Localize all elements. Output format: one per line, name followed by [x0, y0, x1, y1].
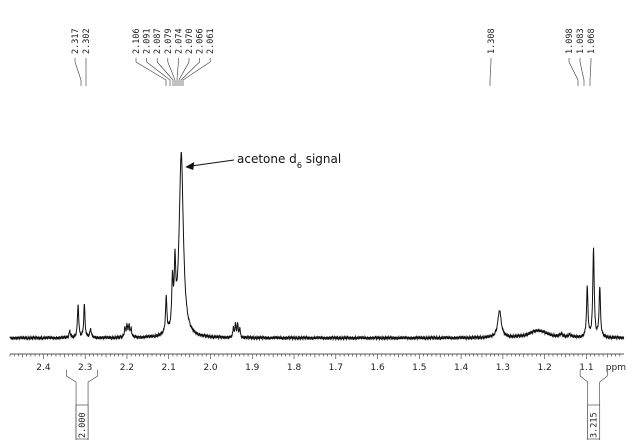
annotation-arrowhead [185, 162, 195, 170]
axis-tick-label: 1.8 [287, 363, 302, 373]
peak-label: 1.083 [576, 28, 586, 54]
peak-connector [176, 58, 179, 86]
peak-label: 2.074 [174, 28, 184, 54]
peak-label: 2.070 [185, 28, 195, 54]
axis-tick-label: 1.4 [454, 363, 469, 373]
peak-label: 1.068 [587, 28, 597, 54]
peak-label: 2.106 [132, 28, 142, 54]
peak-label: 2.317 [71, 28, 81, 54]
peak-connector [579, 58, 585, 86]
spectrum-layer [9, 151, 625, 342]
peak-label: 2.066 [196, 28, 206, 54]
axis-tick-label: 1.7 [329, 363, 343, 373]
integral-bracket [66, 370, 77, 440]
axis-tick-label: 1.5 [412, 363, 426, 373]
axis-tick-label: 1.2 [537, 363, 551, 373]
axis-unit-label: ppm [606, 363, 626, 373]
axis-tick-label: 2.2 [120, 363, 134, 373]
peak-labels: 2.317 2.302 2.106 2.091 2.087 2.079 2.074 2.070… [71, 28, 597, 86]
annotation: acetone d6 signal [185, 152, 341, 170]
peak-connector [178, 58, 190, 86]
peak-connector [180, 58, 200, 86]
spectrum-trace [9, 151, 625, 342]
axis-tick-label: 2.4 [36, 363, 51, 373]
integral-box [75, 404, 89, 440]
integral-value: 3.215 [590, 412, 600, 438]
axis-tick-label: 2.3 [78, 363, 92, 373]
peak-label: 1.308 [487, 28, 497, 54]
peak-connector [167, 58, 176, 86]
peak-connector [489, 58, 492, 86]
integral-box [587, 404, 601, 440]
axis-tick-label: 1.3 [496, 363, 510, 373]
peak-label: 2.302 [82, 28, 92, 54]
peak-connector [135, 58, 167, 86]
peak-label: 2.079 [164, 28, 174, 54]
integral-bracket [579, 370, 589, 440]
integral-bracket [87, 370, 99, 440]
peak-connector [589, 58, 592, 86]
integral-value: 2.000 [78, 412, 88, 438]
peak-label: 2.061 [206, 28, 216, 54]
peak-connector [156, 58, 174, 86]
peak-connector [568, 58, 579, 86]
axis-tick-label: 1.9 [245, 363, 260, 373]
axis-tick-label: 1.6 [370, 363, 385, 373]
peak-connector [74, 58, 82, 86]
integrals: 2.000 3.215 [66, 370, 608, 440]
peak-connector [146, 58, 171, 86]
peak-label: 1.098 [565, 28, 575, 54]
ppm-axis: 2.4 2.3 2.2 2.1 2.0 1.9 1.8 1.7 1.6 1.5 1.4 1.3 1.2 1… [9, 353, 626, 373]
axis-tick-label: 2.0 [203, 363, 218, 373]
integral-bracket [599, 370, 608, 440]
peak-label: 2.087 [153, 28, 163, 54]
annotation-arrow-line [191, 159, 235, 167]
peak-connector [182, 58, 211, 86]
annotation-text: acetone d6 signal [237, 152, 341, 170]
axis-tick-label: 2.1 [162, 363, 176, 373]
axis-tick-label: 1.1 [579, 363, 593, 373]
peak-label: 2.091 [143, 28, 153, 54]
